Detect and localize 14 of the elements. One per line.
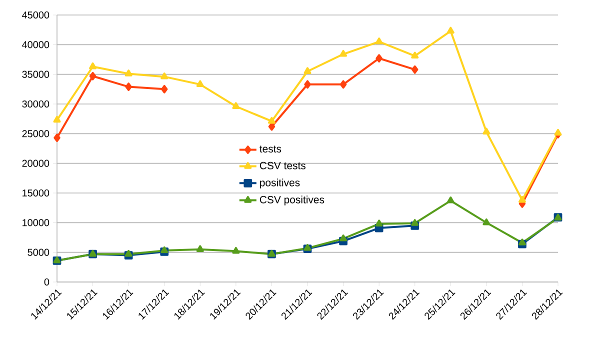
y-tick-label: 25000 [22, 130, 50, 138]
y-tick-label: 5000 [28, 248, 50, 256]
y-tick-label: 0 [44, 278, 50, 286]
y-tick-label: 30000 [22, 100, 50, 108]
legend-label: CSV positives [260, 196, 324, 206]
y-tick-label: 45000 [22, 11, 50, 19]
legend-label: CSV tests [260, 162, 306, 170]
legend-label: positives [260, 178, 300, 188]
y-tick-label: 35000 [22, 70, 50, 78]
legend-label: tests [260, 146, 282, 153]
y-tick-label: 20000 [22, 160, 50, 167]
y-tick-label: 40000 [22, 41, 50, 48]
y-tick-label: 10000 [22, 219, 50, 226]
y-tick-label: 15000 [22, 189, 50, 197]
